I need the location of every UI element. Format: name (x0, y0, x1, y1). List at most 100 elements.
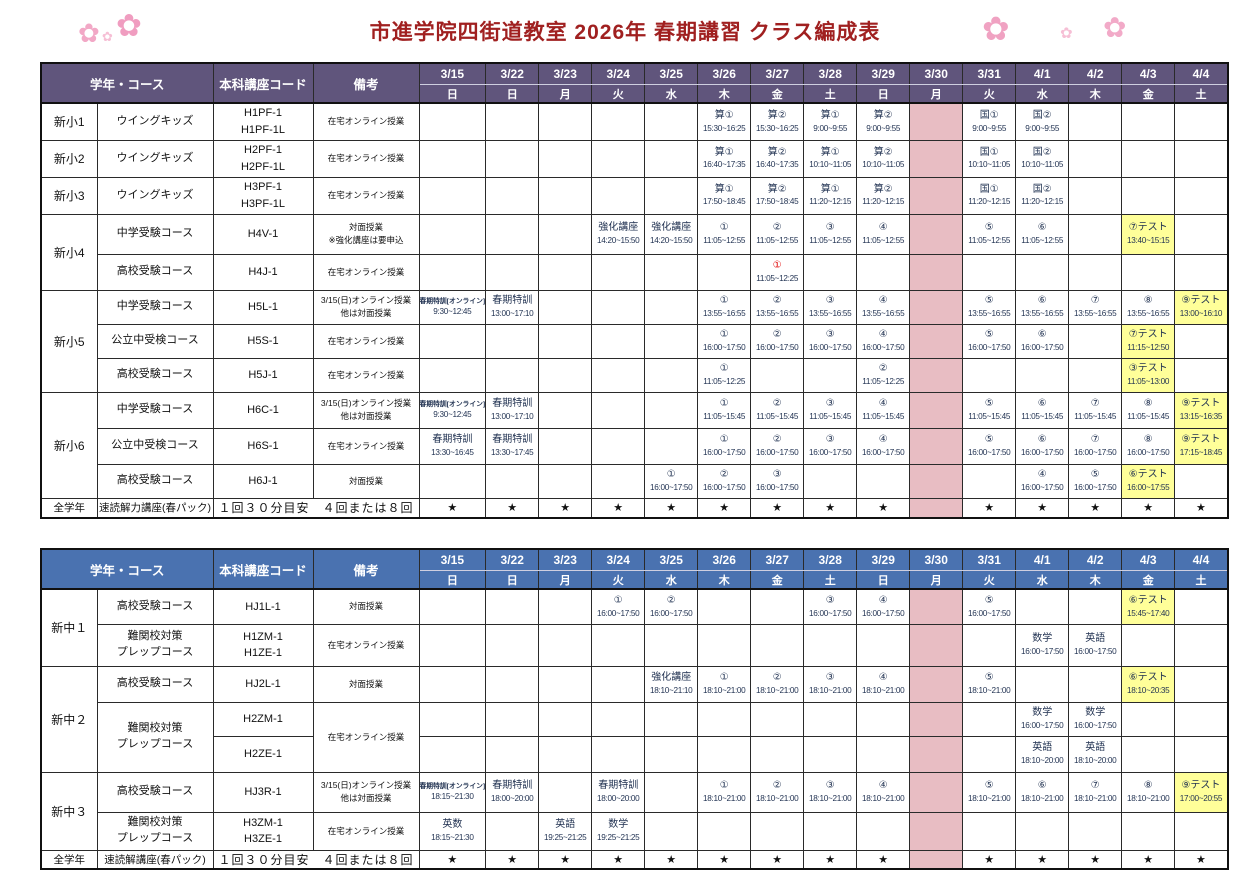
lesson-time: 16:00~17:50 (1073, 646, 1117, 656)
empty-cell (856, 623, 911, 667)
lesson-label: 算① (820, 183, 840, 195)
lesson-label: ② (772, 295, 782, 307)
lesson-time: 13:00~17:10 (490, 308, 534, 318)
lesson-label: 英語 (1032, 742, 1053, 754)
day-header: 土 (803, 570, 858, 590)
lesson-time: 18:10~21:00 (967, 793, 1011, 803)
lesson-label: 数学 (1085, 707, 1106, 719)
schedule-cell: ⑥テスト 15:45~17:40 (1121, 588, 1176, 625)
star-cell: ★ (538, 497, 593, 519)
grade-cell: 新小2 (40, 139, 98, 178)
empty-cell (803, 253, 858, 291)
schedule-cell: 数学 16:00~17:50 (1015, 701, 1070, 737)
note-line: 3/15(日)オンライン授業 (320, 295, 412, 306)
empty-cell (644, 176, 699, 215)
schedule-cell: 春期特訓 13:00~17:10 (485, 289, 540, 325)
course-cell: 高校受験コース (96, 463, 214, 499)
schedule-cell: ⑧ 18:10~21:00 (1121, 771, 1176, 813)
code-line: H4V-1 (247, 227, 279, 240)
empty-cell (538, 463, 593, 499)
empty-cell (962, 623, 1017, 667)
lesson-time: 9:30~12:45 (433, 409, 472, 419)
day-header: 月 (538, 570, 593, 590)
empty-cell (962, 253, 1017, 291)
lesson-time: 17:50~18:45 (702, 197, 746, 207)
empty-cell (856, 463, 911, 499)
empty-cell (538, 391, 593, 429)
star-cell: ★ (750, 849, 805, 869)
schedule-cell: 算② 16:40~17:35 (750, 139, 805, 178)
lesson-time: 16:00~17:50 (861, 608, 905, 618)
day-header: 金 (1121, 570, 1176, 590)
lesson-time: 11:05~12:25 (703, 376, 746, 386)
star-cell: ★ (856, 849, 911, 869)
empty-cell (591, 735, 646, 773)
star-cell: ★ (644, 849, 699, 869)
code-line: H5L-1 (248, 300, 278, 313)
schedule-cell: ③ 18:10~21:00 (803, 771, 858, 813)
course-cell: 高校受験コース (96, 253, 214, 291)
star-cell: ★ (1068, 497, 1123, 519)
empty-cell (644, 391, 699, 429)
empty-cell (591, 701, 646, 737)
empty-cell (591, 623, 646, 667)
course-line: 高校受験コース (116, 677, 194, 690)
lesson-label: ③ (772, 469, 782, 481)
empty-cell (418, 665, 487, 703)
empty-cell (538, 771, 593, 813)
note-cell: 在宅オンライン授業 (312, 139, 420, 178)
schedule-cell: ③ 16:00~17:50 (750, 463, 805, 499)
empty-cell (697, 811, 752, 851)
schedule-cell: ① 16:00~17:50 (697, 427, 752, 465)
lesson-time: 16:00~17:50 (861, 447, 905, 457)
star-cell: ★ (538, 849, 593, 869)
empty-cell (591, 427, 646, 465)
schedule-cell: ⑥ 16:00~17:50 (1015, 323, 1070, 359)
lesson-label: ③ (825, 295, 835, 307)
closed-day-cell (909, 811, 964, 851)
course-cell: 高校受験コース (96, 357, 214, 393)
code-cell: H5S-1 (212, 323, 314, 359)
lesson-time: 18:10~20:00 (1020, 755, 1064, 765)
code-line: H6S-1 (247, 439, 279, 452)
date-header: 3/29 (856, 62, 911, 85)
empty-cell (803, 357, 858, 393)
closed-day-cell (909, 253, 964, 291)
empty-cell (644, 623, 699, 667)
empty-cell (538, 176, 593, 215)
empty-cell (644, 701, 699, 737)
lesson-label: 強化講座 (598, 222, 639, 234)
day-header: 木 (697, 84, 752, 104)
lesson-label: ⑦ (1090, 398, 1100, 410)
empty-cell (485, 357, 540, 393)
closed-day-cell (909, 701, 964, 737)
note-line: 在宅オンライン授業 (327, 335, 405, 346)
lesson-time: 11:05~12:55 (968, 235, 1011, 245)
lesson-label: ⑤ (984, 434, 994, 446)
schedule-cell: 算① 15:30~16:25 (697, 102, 752, 141)
table-row: 高校受験コース H4J-1 在宅オンライン授業 ① 11:05~12:25 (41, 253, 1229, 291)
star-cell: ★ (962, 849, 1017, 869)
course-line: プレップコース (116, 738, 194, 750)
empty-cell (538, 213, 593, 255)
empty-cell (750, 701, 805, 737)
date-header: 4/2 (1068, 548, 1123, 571)
lesson-label: ④ (878, 398, 888, 410)
lesson-time: 13:55~16:55 (1073, 308, 1117, 318)
date-header: 4/4 (1174, 548, 1229, 571)
grade-cell: 新小6 (40, 391, 98, 499)
empty-cell (591, 391, 646, 429)
date-header: 4/3 (1121, 548, 1176, 571)
lesson-time: 11:05~15:45 (1127, 411, 1170, 421)
note-line: 対面授業 (348, 678, 383, 689)
lesson-label: ① (719, 295, 729, 307)
empty-cell (644, 253, 699, 291)
empty-cell (591, 102, 646, 141)
empty-cell (1068, 176, 1123, 215)
lesson-label: 英語 (1085, 633, 1106, 645)
empty-cell (1068, 323, 1123, 359)
empty-cell (538, 701, 593, 737)
lesson-time: 16:00~17:50 (649, 482, 693, 492)
code-cell: H6J-1 (212, 463, 314, 499)
